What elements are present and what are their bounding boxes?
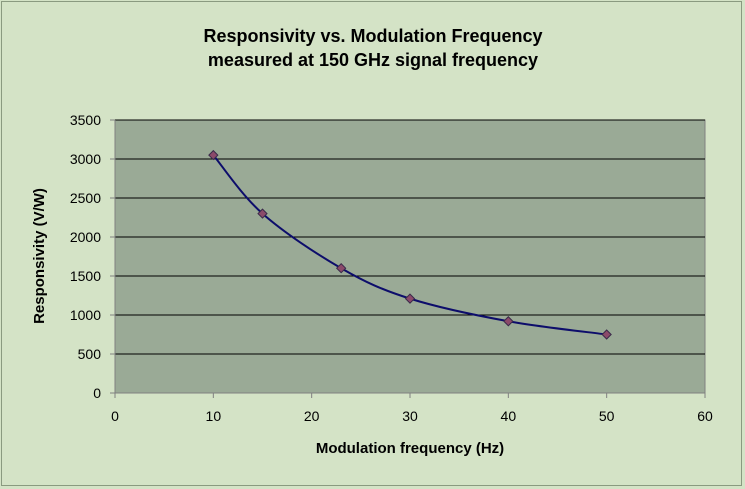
gridlines <box>115 119 705 355</box>
data-point-15 <box>257 208 268 219</box>
x-tick-label-0: 0 <box>111 408 119 424</box>
y-tick-label-0: 0 <box>93 385 101 401</box>
data-point-10 <box>208 149 219 161</box>
y-tick-labels: 0 500 1000 1500 2000 2500 3000 3500 <box>70 112 101 401</box>
y-tick-label-2500: 2500 <box>70 190 101 206</box>
data-point-30 <box>404 293 416 304</box>
y-tick-label-1000: 1000 <box>70 307 101 323</box>
x-tick-label-50: 50 <box>599 408 615 424</box>
y-tick-label-1500: 1500 <box>70 268 101 284</box>
x-axis-label: Modulation frequency (Hz) <box>316 440 504 457</box>
chart-subtitle: measured at 150 GHz signal frequency <box>208 50 538 70</box>
y-axis-label: Responsivity (V/W) <box>31 188 48 324</box>
x-tick-label-10: 10 <box>206 408 222 424</box>
y-tick-label-3000: 3000 <box>70 151 101 167</box>
data-point-23 <box>335 262 347 274</box>
series-group <box>208 149 612 340</box>
y-tick-label-3500: 3500 <box>70 112 101 128</box>
plot-area <box>114 119 706 394</box>
axes <box>110 119 706 398</box>
x-tick-label-40: 40 <box>501 408 517 424</box>
y-tick-label-500: 500 <box>78 346 102 362</box>
data-point-40 <box>503 316 514 327</box>
x-tick-label-30: 30 <box>402 408 418 424</box>
x-tick-label-60: 60 <box>697 408 713 424</box>
x-tick-label-20: 20 <box>304 408 320 424</box>
chart-title: Responsivity vs. Modulation Frequency <box>203 26 542 46</box>
data-point-50 <box>601 329 612 340</box>
y-tick-label-2000: 2000 <box>70 229 101 245</box>
x-tick-labels: 0 10 20 30 40 50 60 <box>111 408 713 424</box>
